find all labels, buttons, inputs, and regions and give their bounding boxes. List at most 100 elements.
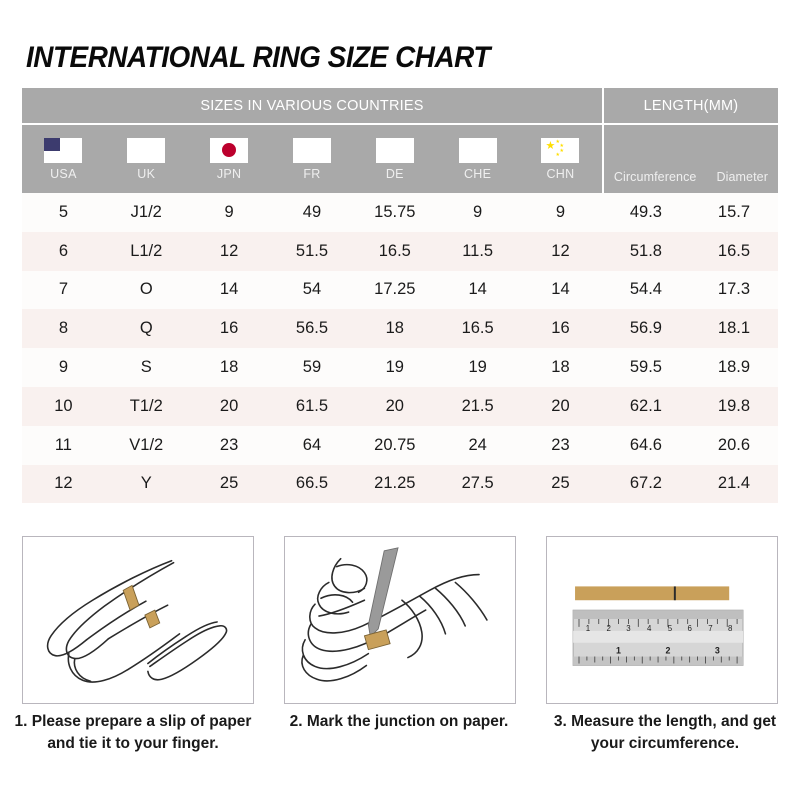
china-star-small-icon: ★ <box>555 151 560 158</box>
column-header-length-group: Circumference Diameter <box>604 125 778 193</box>
cell-fr: 64 <box>302 435 322 454</box>
svg-text:2: 2 <box>606 624 610 633</box>
flag-china-icon: ★ ★ ★ ★ ★ <box>541 137 580 163</box>
table-row: 8 Q 16 56.5 18 16.5 16 56.9 18.1 <box>22 309 778 349</box>
cell-circumference: 59.5 <box>629 358 662 377</box>
cell-diameter: 17.3 <box>717 280 751 299</box>
cell-jpn: 16 <box>219 319 239 338</box>
cell-chn: 12 <box>551 241 570 260</box>
flag-uk-icon <box>127 137 166 163</box>
cell-jpn: 9 <box>224 202 234 221</box>
svg-text:1: 1 <box>586 624 590 633</box>
column-label-jpn: JPN <box>216 166 242 181</box>
cell-chn: 18 <box>551 358 570 377</box>
cell-de: 20 <box>385 396 404 415</box>
ring-size-table: SIZES IN VARIOUS COUNTRIES LENGTH(MM) US… <box>22 88 778 504</box>
flag-japan-icon <box>210 137 249 163</box>
svg-text:3: 3 <box>626 624 631 633</box>
hand-with-paper-strip-illustration <box>46 559 228 683</box>
cell-circumference: 62.1 <box>629 396 662 415</box>
cell-uk: J1/2 <box>130 202 162 221</box>
pen-marking-paper-illustration <box>301 547 488 682</box>
cell-fr: 54 <box>302 280 322 299</box>
table-group-header-row: SIZES IN VARIOUS COUNTRIES LENGTH(MM) <box>22 88 778 123</box>
cell-fr: 49 <box>302 202 322 221</box>
svg-text:2: 2 <box>665 646 670 656</box>
header-sizes-in-various-countries: SIZES IN VARIOUS COUNTRIES <box>200 97 424 114</box>
table-row: 9 S 18 59 19 19 18 59.5 18.9 <box>22 348 778 387</box>
instruction-caption-1: 1. Please prepare a slip of paper and ti… <box>14 713 252 753</box>
svg-text:5: 5 <box>668 624 673 633</box>
instruction-caption-3: 3. Measure the length, and get your circ… <box>553 713 777 753</box>
cell-diameter: 16.5 <box>717 241 751 260</box>
cell-fr: 56.5 <box>295 319 329 338</box>
cell-usa: 12 <box>54 474 73 493</box>
cell-jpn: 20 <box>219 396 239 415</box>
cell-circumference: 67.2 <box>629 474 662 493</box>
cell-usa: 11 <box>54 435 72 454</box>
cell-jpn: 14 <box>219 280 239 299</box>
cell-diameter: 20.6 <box>717 435 751 454</box>
header-length-mm: LENGTH(MM) <box>643 97 739 114</box>
flag-france-icon <box>292 137 331 163</box>
cell-de: 20.75 <box>374 435 416 454</box>
page-title: INTERNATIONAL RING SIZE CHART <box>26 41 490 74</box>
column-header-usa: USA <box>22 125 105 193</box>
svg-text:4: 4 <box>647 624 652 633</box>
column-label-diameter: Diameter <box>716 170 768 184</box>
cell-usa: 9 <box>58 358 69 377</box>
cell-che: 19 <box>468 358 487 377</box>
cell-usa: 6 <box>58 241 69 260</box>
cell-chn: 25 <box>551 474 570 493</box>
column-header-jpn: JPN <box>188 125 271 193</box>
cell-jpn: 23 <box>219 435 239 454</box>
column-label-fr: FR <box>303 166 321 181</box>
cell-circumference: 54.4 <box>629 280 662 299</box>
svg-text:1: 1 <box>616 646 621 656</box>
header-horizontal-divider <box>22 123 778 125</box>
cell-uk: T1/2 <box>129 396 163 415</box>
cell-diameter: 19.8 <box>717 396 751 415</box>
table-row: 12 Y 25 66.5 21.25 27.5 25 67.2 21.4 <box>22 464 778 504</box>
cell-jpn: 25 <box>219 474 239 493</box>
column-header-che: CHE <box>436 125 519 193</box>
column-header-vertical-divider <box>601 125 604 193</box>
table-row: 7 O 14 54 17.25 14 14 54.4 17.3 <box>22 270 778 310</box>
cell-de: 15.75 <box>374 202 416 221</box>
cell-fr: 59 <box>302 358 322 377</box>
cell-che: 24 <box>468 435 487 454</box>
cell-chn: 23 <box>551 435 570 454</box>
cell-de: 21.25 <box>374 474 416 493</box>
cell-chn: 9 <box>555 202 566 221</box>
column-label-chn: CHN <box>546 166 575 181</box>
cell-uk: O <box>139 280 153 299</box>
table-row: 6 L1/2 12 51.5 16.5 11.5 12 51.8 16.5 <box>22 231 778 271</box>
cell-uk: V1/2 <box>129 435 164 454</box>
cell-fr: 51.5 <box>295 241 329 260</box>
cell-usa: 7 <box>58 280 69 299</box>
svg-text:7: 7 <box>708 624 712 633</box>
table-row: 5 J1/2 9 49 15.75 9 9 49.3 15.7 <box>22 193 778 232</box>
china-star-small-icon: ★ <box>559 142 564 149</box>
cell-usa: 10 <box>54 396 73 415</box>
cell-che: 14 <box>468 280 487 299</box>
instruction-captions: 1. Please prepare a slip of paper and ti… <box>0 711 800 756</box>
instruction-caption-2: 2. Mark the junction on paper. <box>289 713 509 730</box>
column-label-circumference: Circumference <box>613 170 697 184</box>
table-column-header-row: USA UK JPN FR DE CHE ★ ★ ★ ★ <box>22 125 778 193</box>
cell-uk: Q <box>139 319 153 338</box>
cell-de: 18 <box>385 319 404 338</box>
flag-germany-icon <box>375 137 414 163</box>
column-header-uk: UK <box>105 125 188 193</box>
cell-jpn: 18 <box>219 358 239 377</box>
cell-diameter: 15.7 <box>717 202 751 221</box>
cell-uk: L1/2 <box>130 241 163 260</box>
column-label-de: DE <box>385 166 404 181</box>
cell-diameter: 18.1 <box>717 319 751 338</box>
instruction-panel-3: 1 2 3 4 5 6 7 8 1 2 3 <box>546 536 778 704</box>
table-row: 10 T1/2 20 61.5 20 21.5 20 62.1 19.8 <box>22 386 778 426</box>
column-label-uk: UK <box>137 166 156 181</box>
column-header-chn: ★ ★ ★ ★ ★ CHN <box>519 125 602 193</box>
cell-de: 17.25 <box>374 280 416 299</box>
flag-switzerland-icon <box>458 137 497 163</box>
